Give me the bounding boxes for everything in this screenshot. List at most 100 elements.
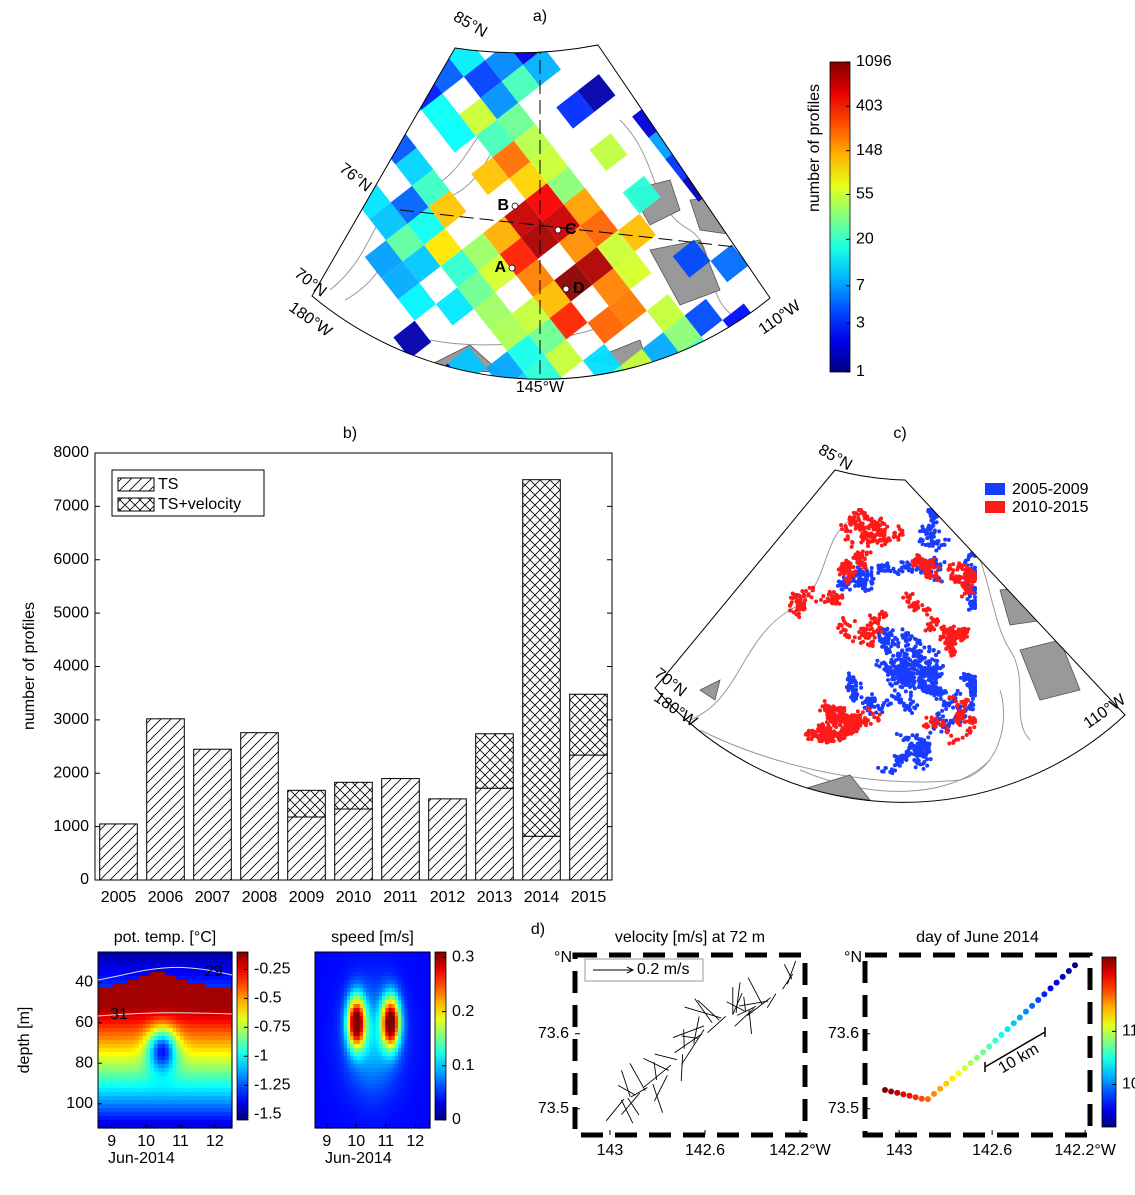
heat-cell — [172, 1036, 177, 1041]
heat-cell — [224, 1092, 229, 1097]
heat-cell — [116, 1072, 121, 1077]
heat-cell — [150, 1088, 155, 1093]
heat-cell — [138, 952, 144, 957]
track-point — [867, 613, 872, 618]
heat-cell — [191, 1024, 196, 1029]
track-point — [879, 629, 884, 634]
heat-cell — [109, 952, 114, 957]
heat-cell — [179, 1024, 185, 1029]
track-point — [875, 715, 880, 720]
heat-cell — [98, 1108, 103, 1113]
heat-cell — [127, 1064, 133, 1069]
track-point — [897, 763, 902, 768]
heat-cell — [161, 1024, 166, 1029]
heat-cell — [127, 1004, 133, 1009]
track-point — [843, 537, 848, 542]
heat-cell — [153, 1112, 159, 1117]
map-cell — [478, 254, 517, 293]
colorbar-tick-label: -0.25 — [254, 961, 291, 978]
heat-cell — [168, 1072, 174, 1077]
y-axis-label: depth [m] — [16, 1007, 33, 1074]
track-point — [901, 595, 906, 600]
track-point — [868, 622, 873, 627]
track-point — [877, 518, 882, 523]
heat-cell — [187, 1056, 192, 1061]
heat-cell — [198, 1028, 203, 1033]
heat-cell — [172, 1068, 177, 1073]
track-point — [846, 671, 851, 676]
heat-cell — [98, 1008, 103, 1013]
track-point — [916, 747, 921, 752]
bar-segment — [381, 778, 420, 881]
heat-cell — [105, 1092, 110, 1097]
heat-cell — [101, 964, 107, 969]
track-point — [933, 670, 938, 675]
track-point — [905, 560, 910, 565]
heat-cell — [194, 992, 200, 997]
heat-cell — [142, 1104, 147, 1109]
heat-cell — [183, 976, 188, 981]
heat-cell — [109, 1100, 114, 1105]
heat-cell — [146, 1080, 151, 1085]
heat-cell — [138, 1060, 144, 1065]
heat-cell — [168, 1108, 174, 1113]
track-point — [836, 625, 841, 630]
heat-cell — [209, 1060, 214, 1065]
heat-cell — [202, 1116, 207, 1121]
track-point — [840, 728, 845, 733]
heat-cell — [127, 984, 133, 989]
track-point — [931, 684, 936, 689]
track-point — [906, 681, 911, 686]
heat-cell — [120, 1056, 125, 1061]
heat-cell — [105, 1096, 110, 1101]
heat-cell — [116, 1096, 121, 1101]
heat-cell — [138, 1028, 144, 1033]
track-point — [896, 537, 901, 542]
track-point — [806, 737, 811, 742]
heat-cell — [153, 952, 159, 957]
heat-cell — [172, 1000, 177, 1005]
heat-cell — [124, 1080, 129, 1085]
track-point — [945, 730, 950, 735]
track-point — [920, 603, 925, 608]
heat-cell — [217, 988, 222, 993]
heat-cell — [205, 1016, 211, 1021]
heat-cell — [209, 956, 214, 961]
x-tick-label: 10 — [137, 1133, 155, 1150]
track-point — [927, 669, 932, 674]
track-point — [912, 675, 917, 680]
track-point — [882, 533, 887, 538]
track-point — [788, 608, 793, 613]
heat-cell — [209, 1092, 214, 1097]
map-cell — [574, 420, 612, 458]
heat-cell — [124, 1048, 129, 1053]
heat-cell — [172, 1028, 177, 1033]
heat-cell — [146, 960, 151, 965]
track-point — [800, 601, 805, 606]
heat-cell — [124, 1064, 129, 1069]
heat-cell — [183, 996, 188, 1001]
track-point — [908, 702, 913, 707]
heat-cell — [191, 980, 196, 985]
legend-swatch — [117, 477, 155, 492]
track-point — [891, 566, 896, 571]
track-point — [931, 618, 936, 623]
heat-cell — [179, 1028, 185, 1033]
heat-cell — [98, 1116, 103, 1121]
heat-cell — [194, 1048, 200, 1053]
heat-cell — [124, 984, 129, 989]
track-point — [920, 751, 925, 756]
heat-cell — [116, 956, 121, 961]
map-cell — [596, 230, 635, 269]
track-point — [931, 556, 936, 561]
track-point — [951, 705, 956, 710]
heat-cell — [198, 1052, 203, 1057]
heat-cell — [205, 1044, 211, 1049]
track-point — [941, 714, 946, 719]
heat-cell — [112, 960, 118, 965]
heat-cell — [202, 1068, 207, 1073]
heat-cell — [183, 984, 188, 989]
track-point — [925, 741, 930, 746]
heat-cell — [161, 980, 166, 985]
track-point — [959, 675, 964, 680]
